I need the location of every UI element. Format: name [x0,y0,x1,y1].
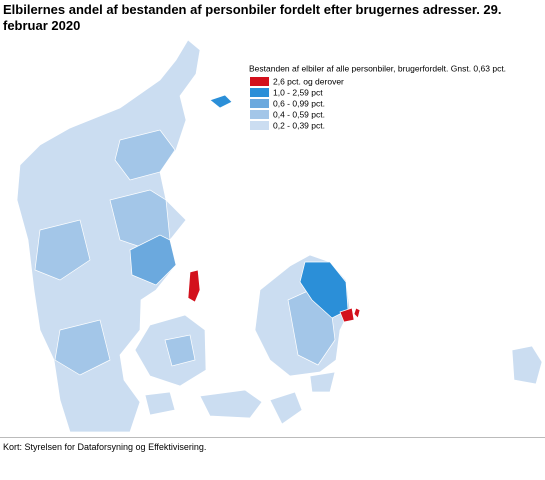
legend-label: 2,6 pct. og derover [273,76,344,86]
region [353,307,361,319]
region [299,261,349,319]
region [144,391,176,416]
region [129,234,177,286]
legend-label: 0,2 - 0,39 pct. [273,120,325,130]
legend-swatch [250,110,269,119]
region [199,389,263,419]
legend-swatch [250,77,269,86]
region [34,219,91,281]
legend-label: 1,0 - 2,59 pct [273,87,323,97]
region [269,391,303,425]
region [309,371,336,393]
legend-swatch [250,88,269,97]
legend-label: 0,4 - 0,59 pct. [273,109,325,119]
region [54,319,111,376]
separator [0,437,545,438]
legend-swatch [250,99,269,108]
region [209,94,233,109]
legend-title: Bestanden af elbiler af alle personbiler… [249,63,506,73]
region [511,345,543,385]
region [164,334,196,367]
legend-label: 0,6 - 0,99 pct. [273,98,325,108]
region [187,269,201,303]
region [339,307,355,323]
map-title: Elbilernes andel af bestanden af personb… [3,2,502,33]
source: Kort: Styrelsen for Dataforsyning og Eff… [3,442,207,452]
region [114,129,176,181]
map: Bestanden af elbiler af alle personbiler… [16,39,543,433]
legend-swatch [250,121,269,130]
